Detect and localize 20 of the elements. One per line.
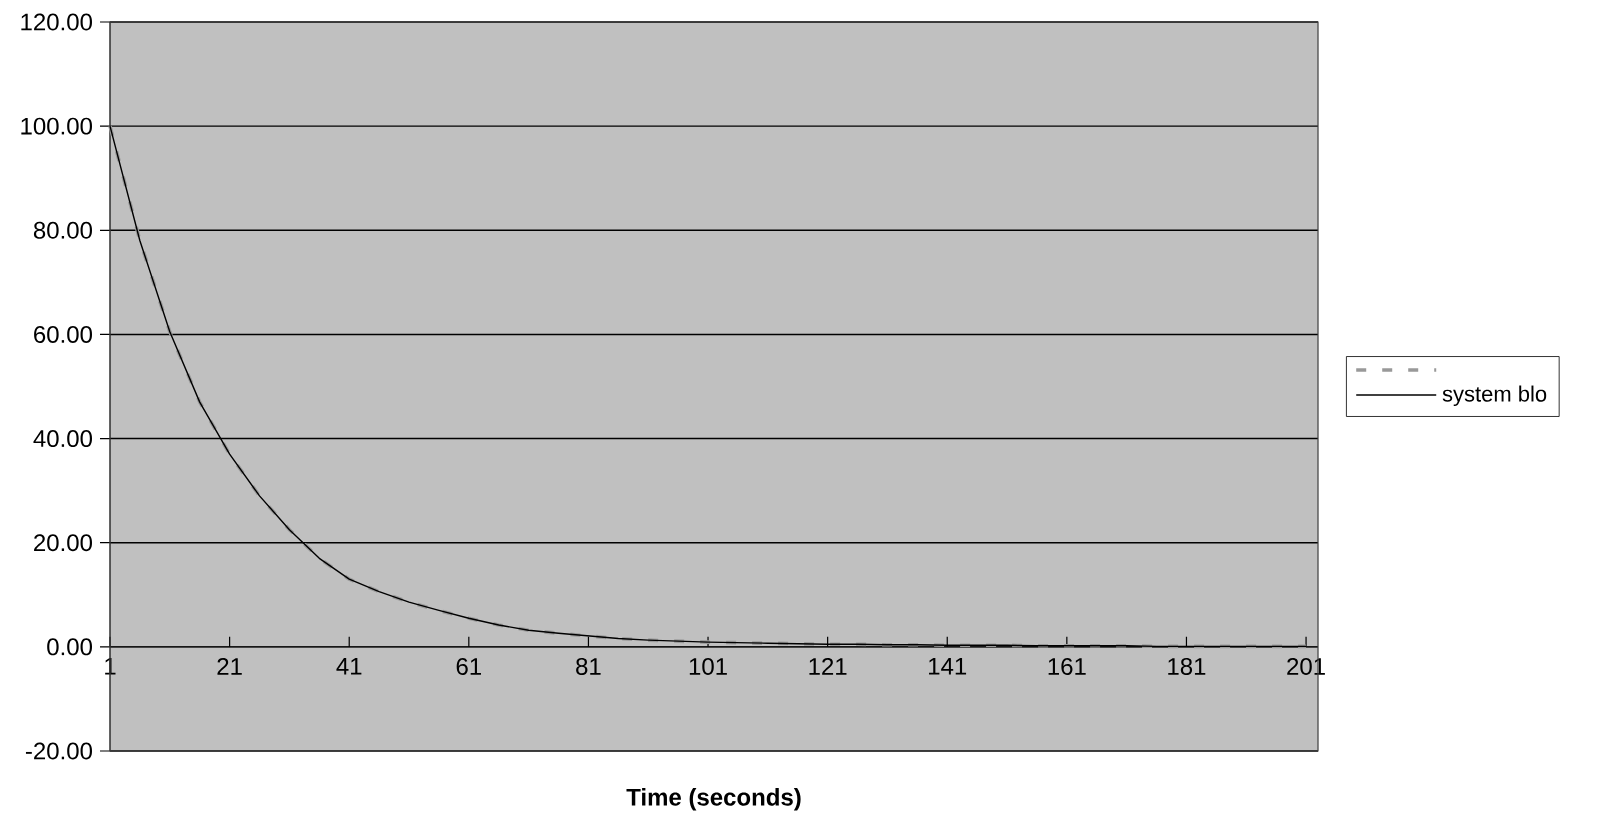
x-tick-label: 61: [456, 657, 481, 675]
x-tick-label: 81: [576, 657, 601, 675]
y-tick-label: 40.00: [33, 430, 93, 448]
legend-label: system blo: [1442, 385, 1547, 407]
y-tick-label: 120.00: [21, 13, 92, 31]
y-tick-label: 20.00: [34, 534, 93, 552]
x-tick-label: 101: [689, 657, 727, 675]
x-tick-label: 181: [1168, 657, 1206, 675]
x-tick-label: 141: [929, 657, 967, 675]
y-tick-label: -20.00: [25, 742, 93, 760]
y-tick-label: 0.00: [47, 638, 93, 656]
x-axis-title: Time (seconds): [626, 788, 801, 811]
y-tick-label: 80.00: [33, 221, 93, 239]
y-tick-label: 100.00: [21, 117, 92, 135]
x-tick-label: 41: [336, 657, 362, 675]
x-tick-label: 21: [217, 657, 242, 675]
x-tick-label: 201: [1287, 657, 1325, 675]
x-tick-label: 161: [1048, 657, 1086, 675]
y-tick-label: 60.00: [34, 325, 93, 343]
x-tick-label: 121: [809, 657, 847, 675]
